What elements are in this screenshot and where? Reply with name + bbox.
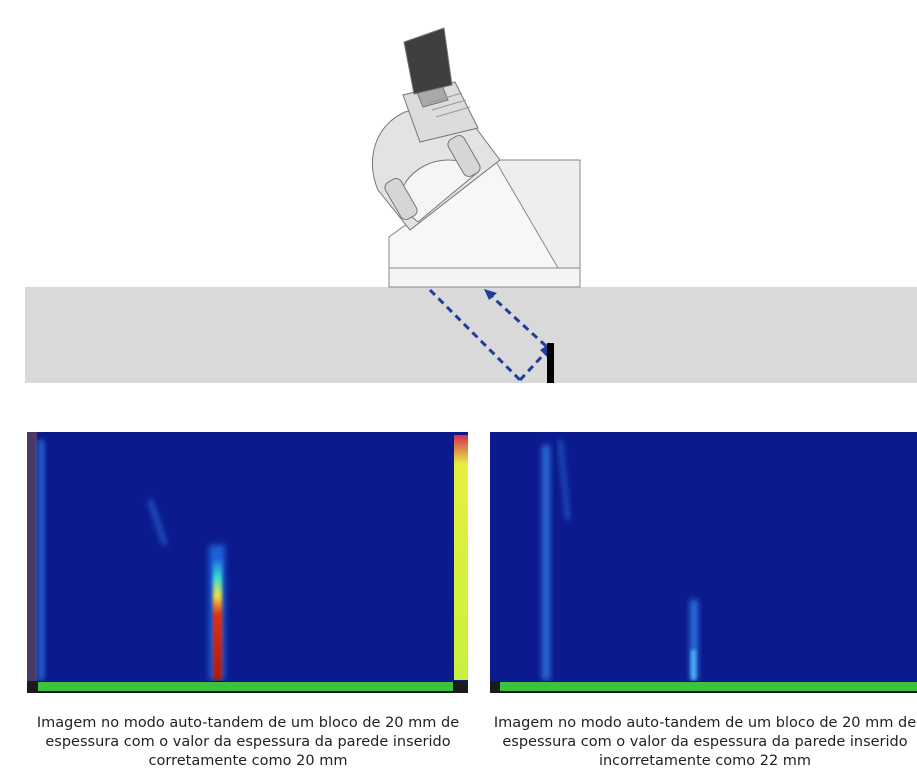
test-part [25,287,917,383]
scan-image-right [490,432,917,693]
caption: Imagem no modo auto-tandem de um bloco d… [493,714,917,770]
illustration [0,0,917,770]
page: Imagem no modo auto-tandem de um bloco d… [0,0,917,770]
caption: Imagem no modo auto-tandem de um bloco d… [30,714,466,770]
defect [547,343,554,383]
scan-image-left [27,432,468,693]
